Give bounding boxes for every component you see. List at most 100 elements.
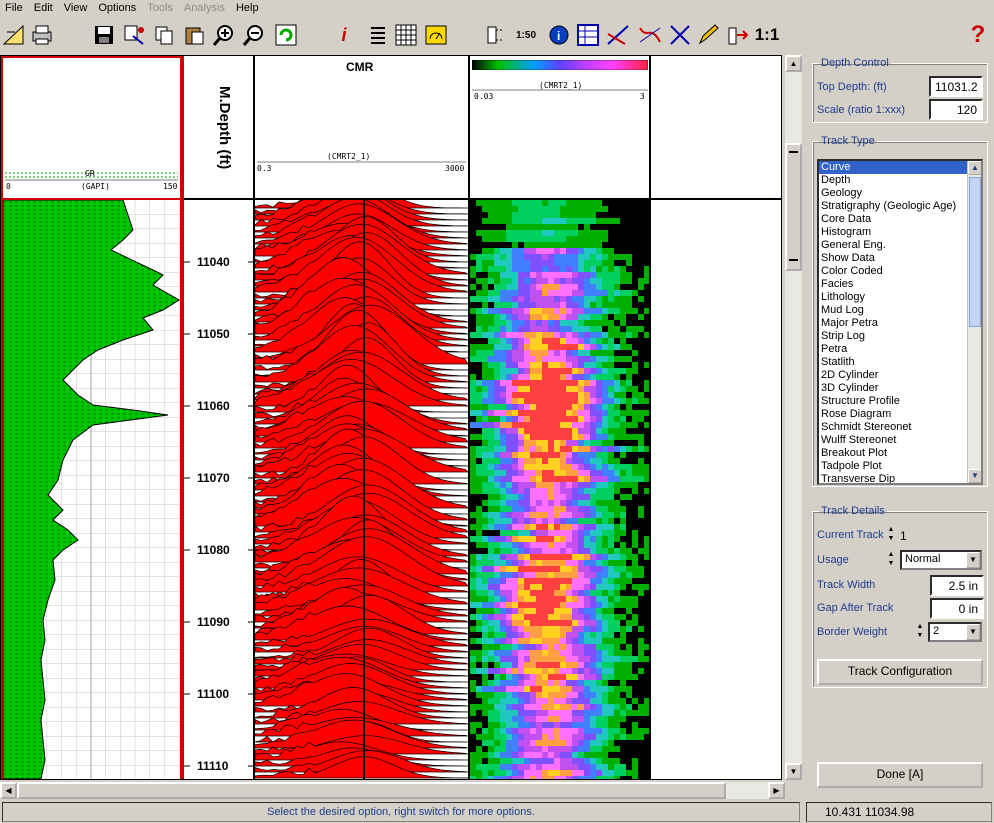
chevron-down-icon[interactable]: ▼ [966, 552, 980, 568]
border-weight-spinner[interactable]: ▲ ▼ [916, 623, 924, 639]
track-type-item[interactable]: Major Petra [821, 317, 878, 329]
crossplot-icon[interactable] [604, 21, 632, 49]
h-scroll-thumb[interactable] [17, 782, 726, 799]
save-icon[interactable] [90, 21, 118, 49]
horizontal-scrollbar[interactable]: ◀ ▶ [0, 782, 785, 799]
image-cell [620, 728, 626, 734]
help-icon[interactable]: ? [970, 21, 986, 48]
track-type-item[interactable]: Facies [821, 278, 854, 290]
track-type-item[interactable]: Structure Profile [821, 395, 900, 407]
usage-spinner[interactable]: ▲ ▼ [887, 551, 895, 567]
menu-view[interactable]: View [63, 2, 88, 14]
track-type-item[interactable]: Breakout Plot [821, 447, 888, 459]
image-cell [548, 758, 554, 764]
image-cell [560, 740, 566, 746]
track-type-item[interactable]: Stratigraphy (Geologic Age) [821, 200, 957, 212]
track-type-item[interactable]: Wulff Stereonet [821, 434, 897, 446]
vertical-scrollbar[interactable]: ▲ ▼ [785, 55, 802, 780]
track-type-list[interactable]: Curve Depth Geology Stratigraphy (Geologic … [817, 159, 983, 485]
scroll-down-icon[interactable]: ▼ [785, 763, 802, 780]
image-cell [494, 434, 500, 440]
scale-input[interactable] [929, 99, 983, 120]
track-type-item[interactable]: Transverse Dip [821, 473, 896, 485]
gauge-icon[interactable] [422, 21, 450, 49]
scroll-left-icon[interactable]: ◀ [0, 782, 17, 799]
track-type-item[interactable]: Petra [821, 343, 848, 355]
track-type-item[interactable]: Color Coded [821, 265, 883, 277]
track-type-item[interactable]: Rose Diagram [821, 408, 892, 420]
export-icon[interactable] [120, 21, 148, 49]
image-cell [542, 656, 548, 662]
menu-help[interactable]: Help [235, 2, 259, 14]
done-button[interactable]: Done [A] [817, 762, 983, 788]
image-cell [524, 476, 530, 482]
list-scroll-thumb[interactable] [969, 177, 981, 327]
scroll-right-icon[interactable]: ▶ [768, 782, 785, 799]
track-icon[interactable] [482, 21, 510, 49]
scroll-thumb[interactable] [785, 143, 802, 271]
usage-select[interactable]: Normal ▼ [900, 550, 982, 570]
current-track-spinner[interactable]: ▲ ▼ [887, 526, 895, 542]
track-type-item[interactable]: Lithology [821, 291, 866, 303]
gr-track[interactable] [1, 56, 182, 779]
about-icon[interactable]: i [545, 21, 573, 49]
track-type-item[interactable]: Show Data [821, 252, 875, 264]
zoom-in-icon[interactable] [210, 21, 238, 49]
list-icon[interactable] [362, 21, 390, 49]
border-weight-select[interactable]: 2 ▼ [928, 622, 982, 642]
track-type-item[interactable]: Tadpole Plot [821, 460, 882, 472]
top-depth-input[interactable] [929, 76, 983, 97]
ratio-button[interactable]: 1:1 [754, 25, 780, 44]
image-cell [572, 284, 578, 290]
image-cell [524, 206, 530, 212]
scroll-up-icon[interactable]: ▲ [785, 55, 802, 72]
layout-icon[interactable] [0, 21, 28, 49]
pencil-icon[interactable] [694, 21, 722, 49]
empty-track[interactable] [651, 56, 781, 779]
gap-after-track-input[interactable] [930, 598, 984, 619]
track-type-item[interactable]: Geology [821, 187, 862, 199]
menu-options[interactable]: Options [98, 2, 137, 14]
print-icon[interactable] [28, 21, 56, 49]
log-display[interactable]: GR (GAPI) 0 150 M.Depth (ft) 11040 11050… [0, 55, 782, 780]
track-type-item[interactable]: Histogram [821, 226, 872, 238]
paste-icon[interactable] [180, 21, 208, 49]
image-cell [548, 434, 554, 440]
scale-button[interactable]: 1:50 [515, 29, 536, 41]
track-type-item[interactable]: General Eng. [821, 239, 886, 251]
track-type-item[interactable]: Curve [819, 161, 981, 174]
image-cell [482, 446, 488, 452]
image-cell [596, 416, 602, 422]
track-type-scrollbar[interactable]: ▲ ▼ [967, 161, 981, 483]
menu-tools[interactable]: Tools [147, 2, 173, 14]
chevron-down-icon[interactable]: ▼ [966, 624, 980, 640]
track-type-item[interactable]: Strip Log [821, 330, 866, 342]
track-type-item[interactable]: 3D Cylinder [821, 382, 879, 394]
track-type-item[interactable]: Statlith [821, 356, 855, 368]
track-type-item[interactable]: Mud Log [821, 304, 864, 316]
depth-shift-icon[interactable] [666, 21, 694, 49]
track-type-item[interactable]: Depth [821, 174, 851, 186]
menu-analysis[interactable]: Analysis [183, 2, 225, 14]
grid-icon[interactable] [392, 21, 420, 49]
image-cell [518, 764, 524, 770]
track-width-input[interactable] [930, 575, 984, 596]
list-scroll-up-icon[interactable]: ▲ [968, 161, 981, 175]
image-cell [488, 266, 494, 272]
info-icon[interactable]: i [341, 24, 347, 45]
track-type-item[interactable]: 2D Cylinder [821, 369, 879, 381]
zoom-out-icon[interactable] [240, 21, 268, 49]
image-cell [566, 212, 572, 218]
list-scroll-down-icon[interactable]: ▼ [968, 469, 981, 483]
curve-edit-icon[interactable] [636, 21, 664, 49]
refresh-icon[interactable] [272, 21, 300, 49]
menu-file[interactable]: File [5, 2, 23, 14]
track-configuration-button[interactable]: Track Configuration [817, 659, 983, 685]
table-icon[interactable] [574, 21, 602, 49]
fit-icon[interactable] [724, 21, 752, 49]
track-type-item[interactable]: Core Data [821, 213, 872, 225]
menu-edit[interactable]: Edit [33, 2, 53, 14]
copy-icon[interactable] [150, 21, 178, 49]
image-cell [548, 536, 554, 542]
track-type-item[interactable]: Schmidt Stereonet [821, 421, 912, 433]
